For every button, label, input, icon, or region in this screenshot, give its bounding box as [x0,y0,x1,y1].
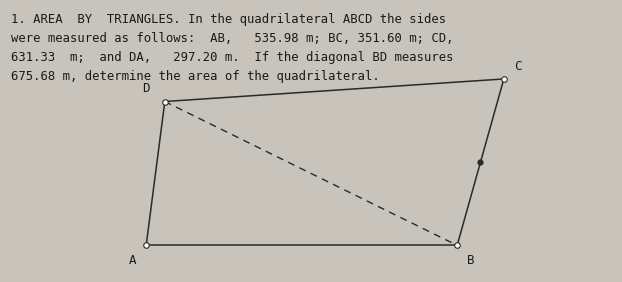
Text: D: D [142,82,150,95]
Text: C: C [514,60,521,73]
Text: were measured as follows:  AB,   535.98 m; BC, 351.60 m; CD,: were measured as follows: AB, 535.98 m; … [11,32,453,45]
Text: B: B [467,254,475,267]
Text: 675.68 m, determine the area of the quadrilateral.: 675.68 m, determine the area of the quad… [11,70,380,83]
Text: 1. AREA  BY  TRIANGLES. In the quadrilateral ABCD the sides: 1. AREA BY TRIANGLES. In the quadrilater… [11,13,447,26]
Text: 631.33  m;  and DA,   297.20 m.  If the diagonal BD measures: 631.33 m; and DA, 297.20 m. If the diago… [11,51,453,64]
Text: A: A [129,254,136,267]
